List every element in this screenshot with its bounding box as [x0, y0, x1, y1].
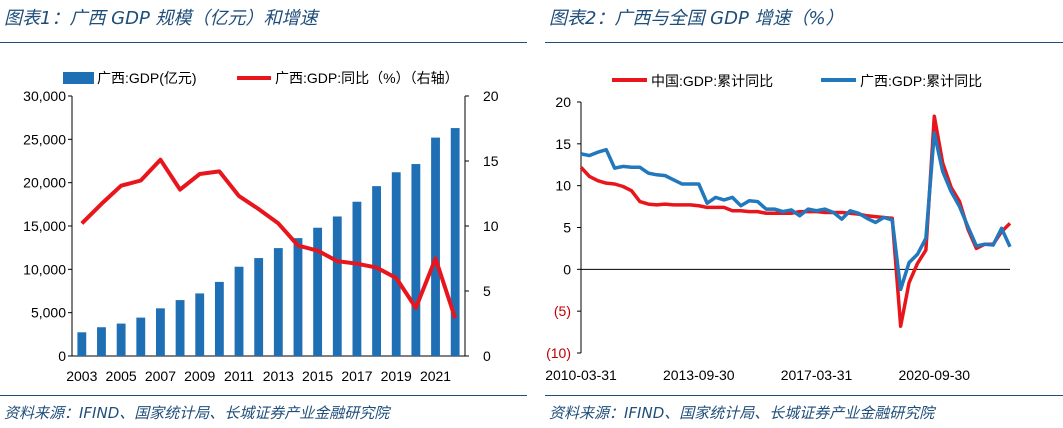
x-tick-label: 2005: [106, 368, 137, 384]
y-tick-label: (10): [546, 345, 571, 361]
y-right-tick-label: 20: [483, 88, 499, 104]
china-growth-line: [579, 114, 1012, 328]
gdp-bar: [156, 308, 165, 356]
x-tick-label: 2013: [263, 368, 294, 384]
y-tick-label: 10: [555, 178, 571, 194]
legend-label-growth: 广西:GDP:同比（%）（右轴）: [275, 70, 459, 86]
y-left-tick-label: 0: [58, 348, 66, 364]
gdp-bar: [332, 216, 342, 356]
chart-title-left: 图表1：广西 GDP 规模（亿元）和增速: [4, 8, 318, 29]
y-tick-label: (5): [554, 303, 571, 319]
x-tick-label: 2013-09-30: [663, 367, 735, 383]
y-left-tick-label: 30,000: [23, 88, 66, 104]
x-tick-label: 2011: [224, 368, 254, 384]
x-tick-label: 2021: [420, 368, 451, 384]
y-tick-label: 20: [555, 94, 571, 110]
chart-title-right: 图表2：广西与全国 GDP 增速（%）: [549, 8, 844, 29]
x-tick-label: 2017-03-31: [781, 367, 853, 383]
gdp-bar-line-chart: 0 5,000 10,000 15,000 20,000 25,000 30,000 0 5 10…: [23, 70, 499, 384]
gdp-bar: [352, 201, 362, 356]
legend-label-guangxi: 广西:GDP:累计同比: [860, 73, 982, 89]
y-right-tick-label: 5: [483, 283, 491, 299]
x-tick-label: 2017: [341, 368, 372, 384]
gdp-bar: [411, 164, 421, 356]
x-tick-label: 2020-09-30: [898, 367, 970, 383]
gdp-bar: [214, 281, 224, 356]
gdp-bar: [431, 137, 440, 356]
y-left-tick-label: 15,000: [23, 218, 66, 234]
guangxi-growth-line: [580, 131, 1012, 292]
x-tick-label: 2015: [302, 368, 333, 384]
gdp-bar: [450, 128, 460, 356]
gdp-bar: [175, 300, 185, 356]
chart-panel-left: 图表1：广西 GDP 规模（亿元）和增速 0 5,000 10,000 15,000 2…: [0, 0, 527, 428]
gdp-bar: [195, 293, 205, 356]
gdp-bar: [254, 258, 264, 356]
chart-panel-right: 图表2：广西与全国 GDP 增速（%） (10) (5) 0 5 10 15 20 2010-…: [545, 0, 1063, 428]
footer-rule-right: [545, 395, 1063, 396]
gdp-bar: [136, 317, 146, 356]
y-tick-label: 0: [563, 261, 571, 277]
y-left-tick-label: 20,000: [23, 175, 66, 191]
legend-swatch-gdp: [63, 72, 94, 84]
gdp-bar: [97, 327, 106, 356]
legend-label-china: 中国:GDP:累计同比: [651, 73, 773, 89]
source-note-right: 资料来源：IFIND、国家统计局、长城证券产业金融研究院: [549, 404, 935, 422]
x-tick-label: 2010-03-31: [545, 367, 617, 383]
gdp-bar: [372, 186, 381, 356]
y-right-tick-label: 10: [483, 218, 499, 234]
gdp-bar: [116, 323, 126, 356]
x-tick-label: 2007: [145, 368, 176, 384]
x-tick-label: 2019: [381, 368, 412, 384]
x-tick-label: 2003: [66, 368, 97, 384]
growth-line: [80, 157, 458, 319]
y-right-tick-label: 15: [483, 153, 499, 169]
gdp-bar: [273, 248, 283, 356]
gdp-bar: [391, 172, 401, 356]
gdp-bar: [77, 332, 87, 356]
header-rule-left: [0, 42, 527, 43]
gdp-bar: [313, 227, 323, 356]
y-right-tick-label: 0: [483, 348, 491, 364]
growth-comparison-line-chart: (10) (5) 0 5 10 15 20 2010-03-31 2013-09-30 2017-…: [545, 73, 1012, 383]
source-note-left: 资料来源：IFIND、国家统计局、长城证券产业金融研究院: [4, 404, 390, 422]
x-tick-label: 2009: [184, 368, 215, 384]
y-tick-label: 5: [563, 220, 571, 236]
gdp-bar: [234, 266, 244, 356]
y-tick-label: 15: [555, 136, 571, 152]
legend-label-gdp: 广西:GDP(亿元): [97, 70, 197, 86]
footer-rule-left: [0, 395, 527, 396]
y-left-tick-label: 10,000: [23, 261, 66, 277]
y-left-tick-label: 5,000: [31, 305, 66, 321]
y-left-tick-label: 25,000: [23, 131, 66, 147]
header-rule-right: [545, 42, 1063, 43]
gdp-bar: [293, 238, 303, 356]
